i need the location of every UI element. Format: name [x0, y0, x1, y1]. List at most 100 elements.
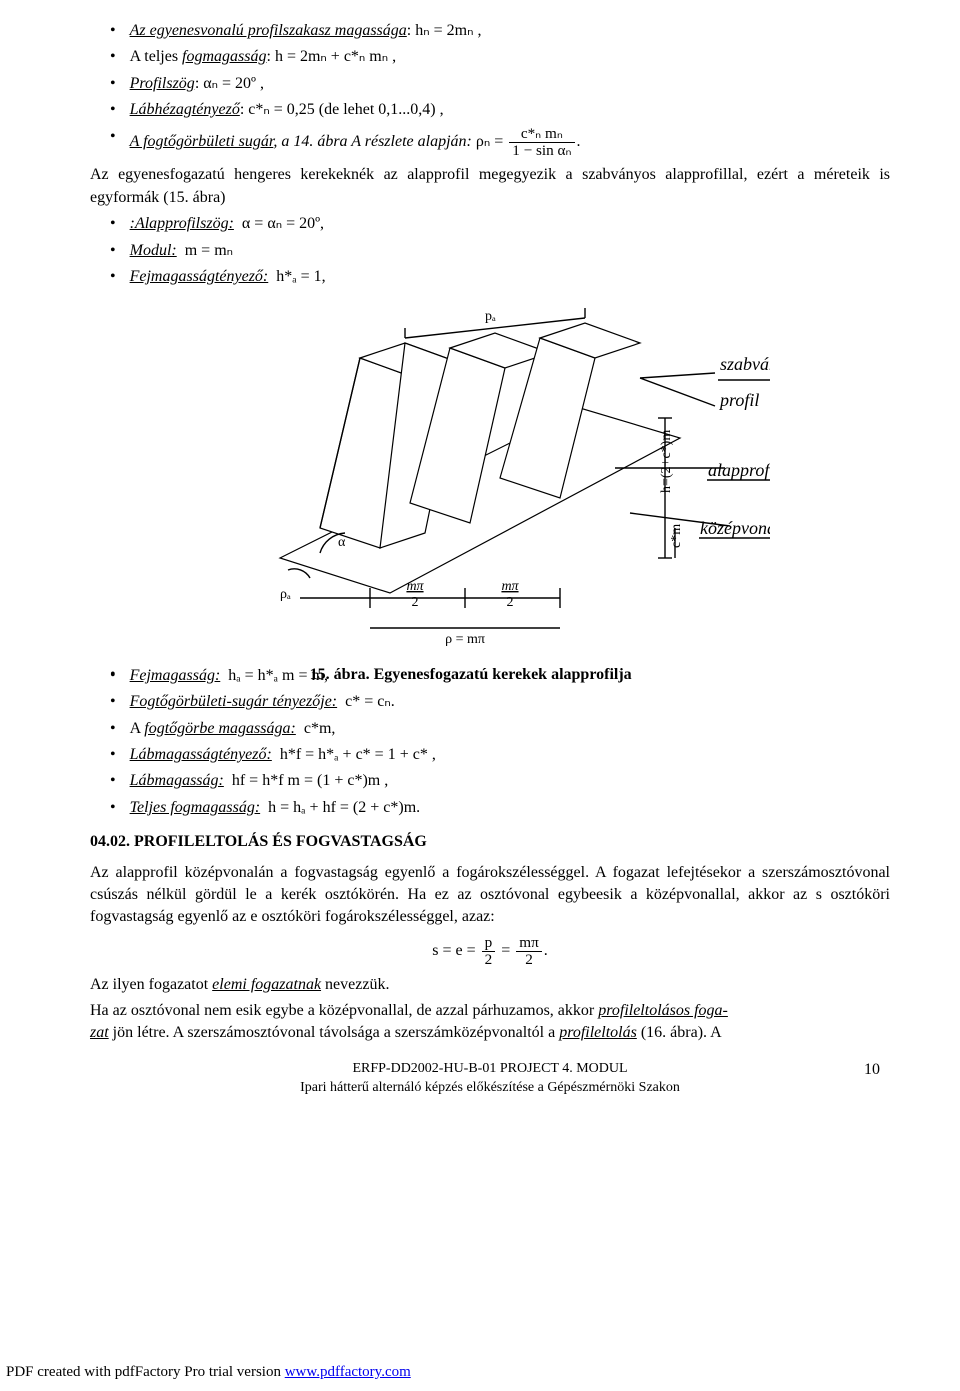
eq-tail: .: [577, 133, 581, 150]
denominator: 1 − sin αₙ: [509, 143, 574, 159]
fraction: p 2: [482, 935, 496, 968]
para-underline: profileltolás: [559, 1024, 637, 1041]
list-item: :Alapprofilszög: α = αₙ = 20º,: [110, 213, 890, 235]
numerator: c*ₙ mₙ: [509, 126, 574, 143]
para-pre: Ha az osztóvonal nem esik egybe a középv…: [90, 1002, 598, 1019]
label-underline: Teljes fogmagasság:: [130, 799, 261, 816]
label-underline: Modul:: [130, 242, 177, 259]
label-underline: Profilszög: [130, 75, 195, 92]
eq: h = 2mₙ + c*ₙ mₙ ,: [275, 48, 396, 65]
fig-label-rho: ρₐ: [280, 587, 291, 602]
list-item: Az egyenesvonalú profilszakasz magassága…: [110, 20, 890, 42]
para-underline: zat: [90, 1024, 109, 1041]
para-underline: profileltolásos foga-: [598, 1002, 728, 1019]
label-underline: Lábhézagtényező: [130, 101, 240, 118]
eq: c*ₙ = 0,25 (de lehet 0,1...0,4) ,: [248, 101, 443, 118]
list-item: A fogtőgörbe magassága: c*m,: [110, 718, 890, 740]
fig-label-mpi2a2: mπ: [501, 579, 519, 594]
section-title: 04.02. PROFILELTOLÁS ÉS FOGVASTAGSÁG: [90, 831, 890, 853]
label-underline: Fejmagasságtényező:: [130, 268, 269, 285]
fraction: c*ₙ mₙ 1 − sin αₙ: [509, 126, 574, 159]
list-item: Fejmagasságtényező: h*ₐ = 1,: [110, 266, 890, 288]
bullets-top: Az egyenesvonalú profilszakasz magassága…: [110, 20, 890, 158]
eq: m = mₙ: [185, 242, 233, 259]
eq: h*f = h*ₐ + c* = 1 + c* ,: [280, 746, 436, 763]
list-item: Modul: m = mₙ: [110, 240, 890, 262]
fig-label-right1: szabványos: [720, 354, 770, 374]
page-number: 10: [864, 1059, 880, 1081]
fig-label-mpi2a: mπ: [406, 579, 424, 594]
eq-tail: .: [544, 942, 548, 959]
paragraph: Az ilyen fogazatot elemi fogazatnak neve…: [90, 974, 890, 996]
denominator: 2: [516, 952, 541, 968]
paragraph: Ha az osztóvonal nem esik egybe a középv…: [90, 1000, 890, 1045]
para-mid: jön létre. A szerszámosztóvonal távolság…: [109, 1024, 560, 1041]
label-underline: Fejmagasság:: [130, 667, 221, 684]
label-underline: fogtőgörbe magassága:: [144, 720, 296, 737]
numerator: mπ: [516, 935, 541, 952]
label-post: , a 14. ábra A részlete alapján:: [273, 133, 472, 150]
list-item: Lábhézagtényező: c*ₙ = 0,25 (de lehet 0,…: [110, 99, 890, 121]
fig-label-right2: alapprofil: [708, 460, 770, 480]
numerator: p: [482, 935, 496, 952]
para-post: nevezzük.: [321, 976, 389, 993]
page-footer: ERFP-DD2002-HU-B-01 PROJECT 4. MODUL 10 …: [90, 1059, 890, 1098]
footer-line-1: ERFP-DD2002-HU-B-01 PROJECT 4. MODUL: [352, 1061, 627, 1076]
eq: h = hₐ + hf = (2 + c*)m.: [268, 799, 420, 816]
label-text: A teljes: [130, 48, 182, 65]
label-underline: A fogtőgörbületi sugár: [130, 133, 274, 150]
eq: c*m,: [304, 720, 336, 737]
figure-image: pₐ szabványos profil alapprofil középvon…: [210, 298, 770, 658]
para-underline: elemi fogazatnak: [212, 976, 321, 993]
fig-label-top: pₐ: [485, 309, 496, 324]
eq: α = αₙ = 20º,: [242, 215, 324, 232]
fig-label-mpi2b2: 2: [507, 595, 514, 610]
eq: hf = h*f m = (1 + c*)m ,: [232, 772, 388, 789]
figure-caption: 15. ábra. Egyenesfogazatú kerekek alappr…: [310, 664, 632, 686]
list-item: Profilszög: αₙ = 20º ,: [110, 73, 890, 95]
eq: h*ₐ = 1,: [276, 268, 325, 285]
label-underline: Az egyenesvonalú profilszakasz magassága: [130, 22, 407, 39]
pdf-footer-text: PDF created with pdfFactory Pro trial ve…: [6, 1364, 285, 1380]
paragraph: Az egyenesfogazatú hengeres kerekeknék a…: [90, 164, 890, 209]
pdf-footer-link[interactable]: www.pdffactory.com: [285, 1364, 411, 1380]
label-underline: Lábmagasság:: [130, 772, 224, 789]
label-underline: Lábmagasságtényező:: [130, 746, 272, 763]
fraction: mπ 2: [516, 935, 541, 968]
eq: αₙ = 20º ,: [203, 75, 264, 92]
gear-profile-diagram: pₐ szabványos profil alapprofil középvon…: [210, 298, 770, 658]
bullets-bot-cont: Fejmagasság: hₐ = h*ₐ m = m, Fogtőgörbül…: [110, 665, 890, 819]
list-item: Lábmagasságtényező: h*f = h*ₐ + c* = 1 +…: [110, 744, 890, 766]
list-item: A fogtőgörbületi sugár, a 14. ábra A rés…: [110, 126, 890, 159]
eq-lhs: s = e =: [432, 942, 475, 959]
footer-line-2: Ipari hátterű alternáló képzés előkészít…: [300, 1080, 680, 1095]
fig-label-right1b: profil: [718, 390, 759, 410]
para-pre: Az ilyen fogazatot: [90, 976, 212, 993]
denominator: 2: [482, 952, 496, 968]
eq: hₐ = h*ₐ m = m,: [228, 667, 328, 684]
label-underline: :Alapprofilszög:: [130, 215, 234, 232]
list-item: Teljes fogmagasság: h = hₐ + hf = (2 + c…: [110, 797, 890, 819]
fig-label-angle: α: [338, 535, 346, 550]
list-item: Lábmagasság: hf = h*f m = (1 + c*)m ,: [110, 770, 890, 792]
para-post: (16. ábra). A: [637, 1024, 722, 1041]
fig-label-side-h: h=(2+c*)m: [659, 430, 674, 493]
figure-caption-text: 15. ábra. Egyenesfogazatú kerekek alappr…: [310, 666, 632, 683]
center-equation: s = e = p 2 = mπ 2 .: [90, 935, 890, 968]
fig-label-mpi2b: 2: [412, 595, 419, 610]
fig-label-side-c: c*m: [669, 524, 684, 548]
label-pre: A: [130, 720, 145, 737]
paragraph: Az alapprofil középvonalán a fogvastagsá…: [90, 862, 890, 929]
label-underline: fogmagasság: [182, 48, 266, 65]
fig-label-right3: középvonal: [700, 518, 770, 538]
bullets-mid: :Alapprofilszög: α = αₙ = 20º, Modul: m …: [110, 213, 890, 288]
list-item: A teljes fogmagasság: h = 2mₙ + c*ₙ mₙ ,: [110, 46, 890, 68]
eq: hₙ = 2mₙ ,: [415, 22, 481, 39]
eq-lhs: ρₙ =: [476, 133, 503, 150]
list-item: Fogtőgörbületi-sugár tényezője: c* = cₙ.: [110, 691, 890, 713]
eq-mid: =: [501, 942, 510, 959]
label-underline: Fogtőgörbületi-sugár tényezője:: [130, 693, 338, 710]
fig-label-p: ρ = mπ: [445, 632, 485, 647]
pdf-footer: PDF created with pdfFactory Pro trial ve…: [6, 1362, 411, 1383]
eq: c* = cₙ.: [345, 693, 395, 710]
